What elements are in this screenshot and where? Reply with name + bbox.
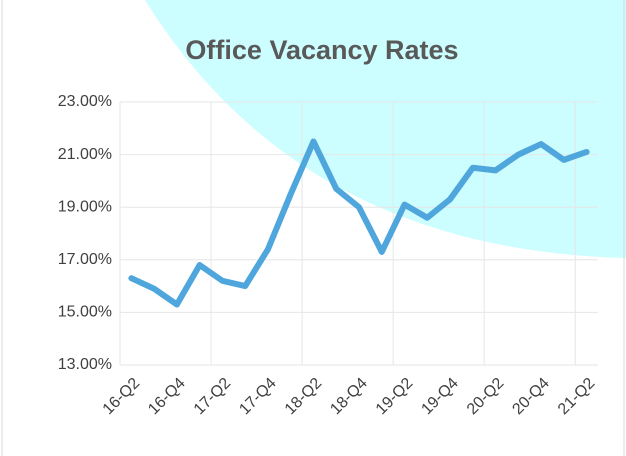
y-tick-label: 13.00% (58, 356, 112, 373)
background-shape (145, 0, 626, 258)
y-tick-label: 15.00% (58, 304, 112, 321)
y-tick-label: 17.00% (58, 251, 112, 268)
chart-title: Office Vacancy Rates (185, 35, 458, 65)
y-tick-label: 19.00% (58, 198, 112, 215)
y-tick-label: 23.00% (58, 93, 112, 110)
y-tick-label: 21.00% (58, 146, 112, 163)
line (128, 138, 590, 308)
